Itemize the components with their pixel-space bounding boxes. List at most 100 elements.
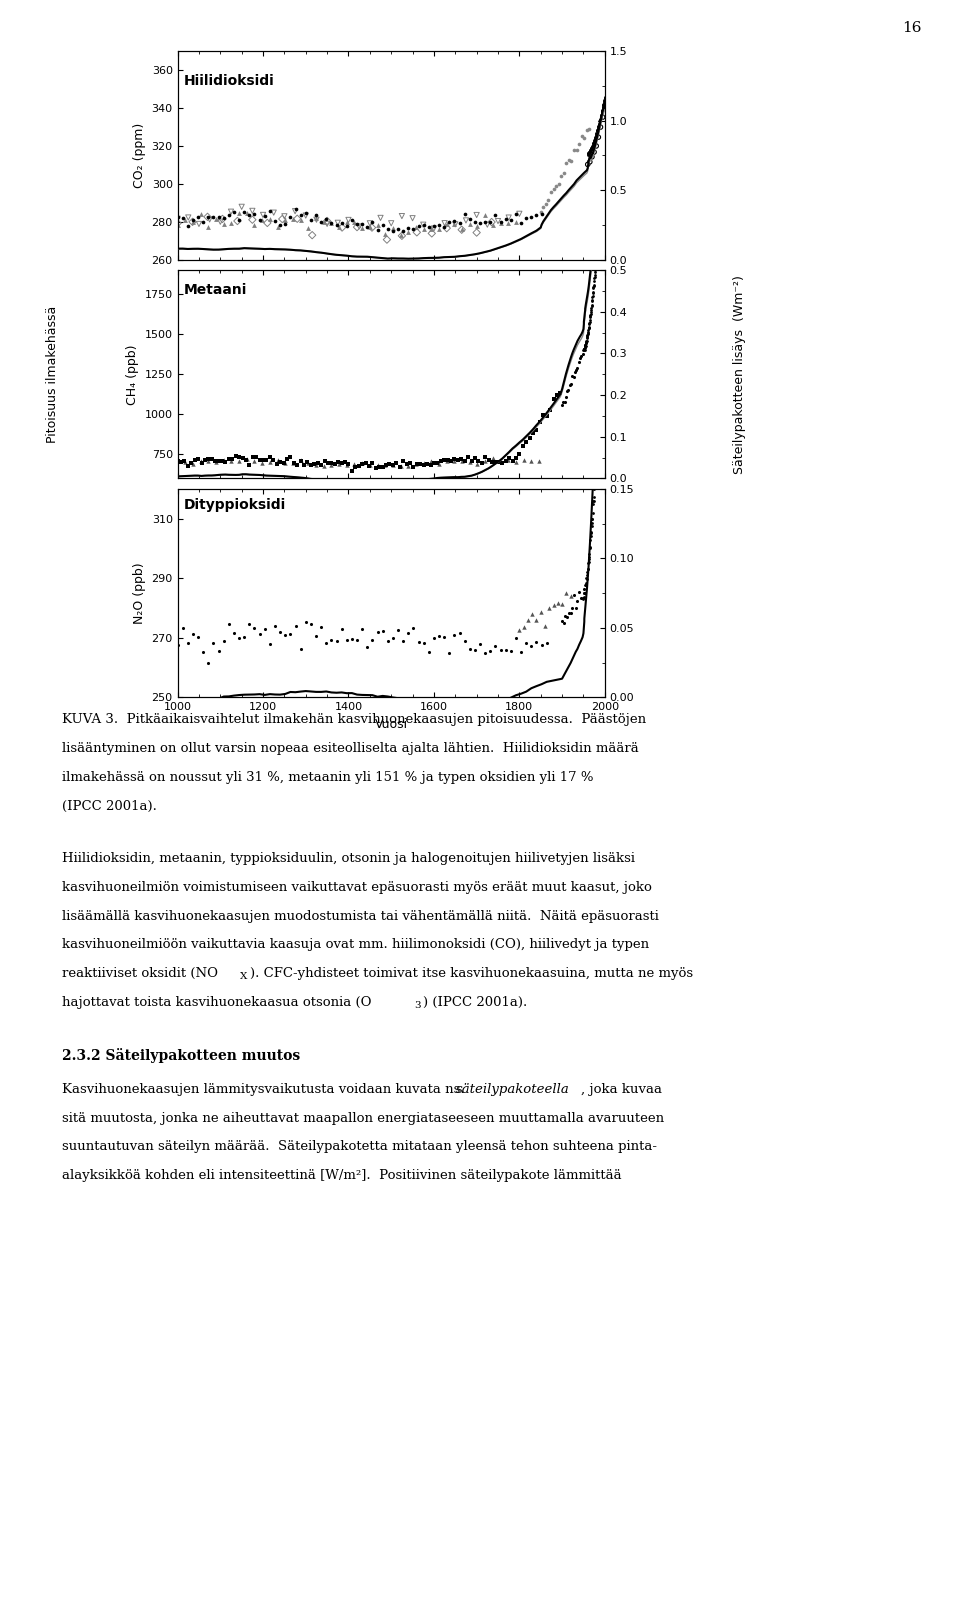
Point xyxy=(452,620,468,646)
Point xyxy=(591,114,607,139)
Point xyxy=(594,101,610,127)
Point xyxy=(587,128,602,154)
Point xyxy=(377,452,393,478)
Point xyxy=(269,452,284,478)
Point xyxy=(252,447,267,473)
Point xyxy=(270,213,285,239)
Point xyxy=(595,335,611,361)
Point xyxy=(592,391,608,417)
Point xyxy=(282,444,298,470)
Point xyxy=(597,88,612,114)
Point xyxy=(370,212,385,237)
Point xyxy=(583,535,598,561)
Point xyxy=(588,242,604,268)
Point xyxy=(580,143,595,168)
Text: Kasvihuonekaasujen lämmitysvaikutusta voidaan kuvata ns.: Kasvihuonekaasujen lämmitysvaikutusta vo… xyxy=(62,1082,469,1096)
Point xyxy=(595,91,611,117)
Point xyxy=(585,133,600,159)
Point xyxy=(578,333,593,359)
Point xyxy=(360,635,375,660)
Point xyxy=(324,210,339,236)
Point xyxy=(585,289,600,314)
Point xyxy=(185,208,201,234)
Point xyxy=(585,282,600,308)
Point xyxy=(201,651,216,676)
Point xyxy=(576,587,591,612)
Point xyxy=(516,447,531,473)
Point xyxy=(588,258,603,284)
Point xyxy=(587,139,602,165)
Point xyxy=(529,628,544,654)
Point xyxy=(570,588,586,614)
Point xyxy=(406,454,421,479)
Point xyxy=(462,636,477,662)
Point xyxy=(193,200,208,226)
Point xyxy=(375,617,391,643)
Point xyxy=(584,136,599,162)
Point xyxy=(452,210,468,236)
Point xyxy=(457,202,472,228)
Point xyxy=(591,109,607,135)
Point xyxy=(578,332,593,357)
Point xyxy=(591,207,607,232)
Point xyxy=(491,208,506,234)
Point xyxy=(197,447,212,473)
Text: lisääntyminen on ollut varsin nopeaa esiteolliselta ajalta lähtien.  Hiilidioksi: lisääntyminen on ollut varsin nopeaa esi… xyxy=(62,742,639,755)
Point xyxy=(556,160,571,186)
Point xyxy=(400,215,416,240)
Point xyxy=(590,218,606,244)
Point xyxy=(581,543,596,569)
Point xyxy=(329,628,345,654)
Point xyxy=(362,210,377,236)
Point xyxy=(354,450,370,476)
Point xyxy=(587,128,602,154)
Point xyxy=(581,550,596,575)
Point xyxy=(221,202,236,228)
Point xyxy=(593,189,609,215)
Point xyxy=(592,109,608,135)
Point xyxy=(561,377,576,402)
Point xyxy=(571,579,587,604)
Point xyxy=(559,580,574,606)
Point xyxy=(596,303,612,329)
Point xyxy=(591,112,607,138)
Point xyxy=(170,204,185,229)
Point xyxy=(361,454,376,479)
Point xyxy=(385,452,400,478)
Point xyxy=(516,614,531,640)
Point xyxy=(592,107,608,133)
Point xyxy=(462,207,477,232)
Point xyxy=(589,117,605,143)
Point xyxy=(531,449,546,474)
Point xyxy=(576,338,591,364)
Point xyxy=(470,449,486,474)
Point xyxy=(575,341,590,367)
Point xyxy=(518,630,534,656)
Point xyxy=(190,624,205,649)
Point xyxy=(273,619,288,644)
Point xyxy=(592,202,608,228)
Point xyxy=(587,484,602,510)
Point xyxy=(494,450,510,476)
Point xyxy=(536,402,551,428)
Point xyxy=(365,450,380,476)
Point xyxy=(534,633,549,659)
Point xyxy=(316,208,331,234)
Point xyxy=(224,447,239,473)
Point xyxy=(257,616,273,641)
Point xyxy=(596,311,612,337)
Point xyxy=(589,430,605,455)
Point xyxy=(492,449,508,474)
Point xyxy=(591,111,607,136)
Point xyxy=(597,125,612,151)
Point xyxy=(580,556,595,582)
Point xyxy=(170,205,185,231)
Point xyxy=(591,404,607,430)
Point xyxy=(589,120,605,146)
Point xyxy=(462,212,477,237)
Point xyxy=(582,309,597,335)
Point xyxy=(348,454,363,479)
Point xyxy=(586,487,601,513)
Point xyxy=(440,447,455,473)
Point xyxy=(587,474,602,500)
